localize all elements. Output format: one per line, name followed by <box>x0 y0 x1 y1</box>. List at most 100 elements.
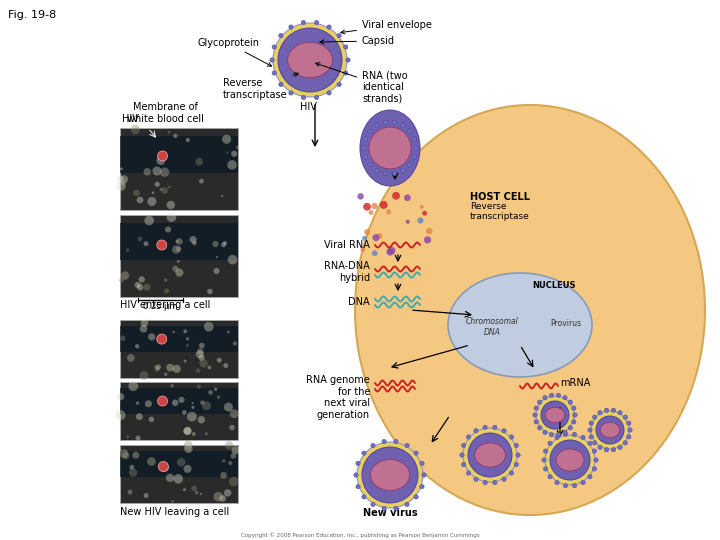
Circle shape <box>618 410 622 415</box>
Circle shape <box>369 210 374 215</box>
Circle shape <box>467 435 471 439</box>
Circle shape <box>555 480 559 485</box>
Bar <box>120 320 238 378</box>
Circle shape <box>563 432 567 437</box>
Circle shape <box>236 146 240 149</box>
Circle shape <box>183 488 186 491</box>
Circle shape <box>414 146 418 150</box>
Text: Fig. 19-8: Fig. 19-8 <box>8 10 56 20</box>
Text: RNA-DNA
hybrid: RNA-DNA hybrid <box>324 261 370 283</box>
Circle shape <box>138 237 143 241</box>
Circle shape <box>176 239 179 243</box>
Text: Membrane of
white blood cell: Membrane of white blood cell <box>127 103 204 124</box>
Circle shape <box>164 373 167 376</box>
Circle shape <box>197 348 204 354</box>
Circle shape <box>172 245 181 254</box>
Circle shape <box>196 158 203 166</box>
Circle shape <box>392 171 397 176</box>
Circle shape <box>272 45 276 49</box>
Circle shape <box>420 205 424 209</box>
Circle shape <box>572 406 576 410</box>
Circle shape <box>408 129 412 133</box>
Circle shape <box>156 364 161 369</box>
Circle shape <box>149 416 154 422</box>
Circle shape <box>516 453 521 457</box>
Circle shape <box>426 228 433 234</box>
Circle shape <box>405 220 410 224</box>
Circle shape <box>549 433 554 437</box>
Circle shape <box>225 441 233 449</box>
Circle shape <box>137 284 143 291</box>
Circle shape <box>135 344 139 348</box>
Circle shape <box>371 443 375 448</box>
Circle shape <box>217 357 222 363</box>
Circle shape <box>604 448 608 452</box>
Circle shape <box>388 247 395 254</box>
Circle shape <box>192 406 194 409</box>
Circle shape <box>462 443 466 448</box>
Circle shape <box>623 441 628 445</box>
Circle shape <box>196 368 200 373</box>
Bar <box>120 128 238 210</box>
Text: mRNA: mRNA <box>560 378 590 388</box>
Circle shape <box>230 409 238 418</box>
Circle shape <box>279 33 283 38</box>
Circle shape <box>224 402 233 411</box>
Circle shape <box>126 435 129 438</box>
Circle shape <box>171 500 174 502</box>
Circle shape <box>148 197 156 206</box>
Circle shape <box>117 393 125 400</box>
Circle shape <box>147 457 156 466</box>
Ellipse shape <box>357 442 423 508</box>
Circle shape <box>192 402 194 404</box>
Ellipse shape <box>463 428 517 482</box>
Circle shape <box>199 359 208 368</box>
Circle shape <box>492 481 497 485</box>
Ellipse shape <box>541 401 569 429</box>
Circle shape <box>198 416 205 423</box>
Circle shape <box>128 381 138 391</box>
Circle shape <box>623 415 628 420</box>
Circle shape <box>424 236 431 244</box>
Circle shape <box>229 477 238 487</box>
Circle shape <box>548 441 552 445</box>
Circle shape <box>483 481 487 485</box>
Circle shape <box>175 268 184 276</box>
Circle shape <box>120 167 123 170</box>
Text: HIV: HIV <box>300 102 316 112</box>
Circle shape <box>154 365 158 369</box>
Circle shape <box>202 401 211 410</box>
Text: DNA: DNA <box>348 297 370 307</box>
Circle shape <box>543 395 547 400</box>
Circle shape <box>382 507 387 511</box>
Circle shape <box>199 179 204 184</box>
Circle shape <box>192 432 196 436</box>
Circle shape <box>555 435 559 440</box>
Circle shape <box>593 415 597 420</box>
Text: Capsid: Capsid <box>320 36 395 46</box>
Circle shape <box>174 474 183 484</box>
Circle shape <box>563 395 567 400</box>
Circle shape <box>363 203 371 211</box>
Circle shape <box>492 425 497 430</box>
Circle shape <box>382 440 387 444</box>
Text: Viral envelope: Viral envelope <box>341 20 432 34</box>
Circle shape <box>184 329 187 333</box>
Circle shape <box>156 156 165 165</box>
Circle shape <box>192 485 197 491</box>
Circle shape <box>337 33 341 38</box>
Circle shape <box>222 134 231 144</box>
Circle shape <box>228 461 233 465</box>
Bar <box>120 223 238 260</box>
Circle shape <box>186 344 189 347</box>
Circle shape <box>568 426 572 430</box>
Bar <box>120 215 238 297</box>
Circle shape <box>158 462 168 471</box>
Text: HIV entering a cell: HIV entering a cell <box>120 300 210 310</box>
Circle shape <box>361 247 365 252</box>
Circle shape <box>563 483 567 488</box>
Circle shape <box>158 151 168 161</box>
Circle shape <box>541 458 546 462</box>
Circle shape <box>164 288 169 294</box>
Text: Copyright © 2008 Pearson Education, Inc., publishing as Pearson Benjamin Cumming: Copyright © 2008 Pearson Education, Inc.… <box>240 532 480 538</box>
